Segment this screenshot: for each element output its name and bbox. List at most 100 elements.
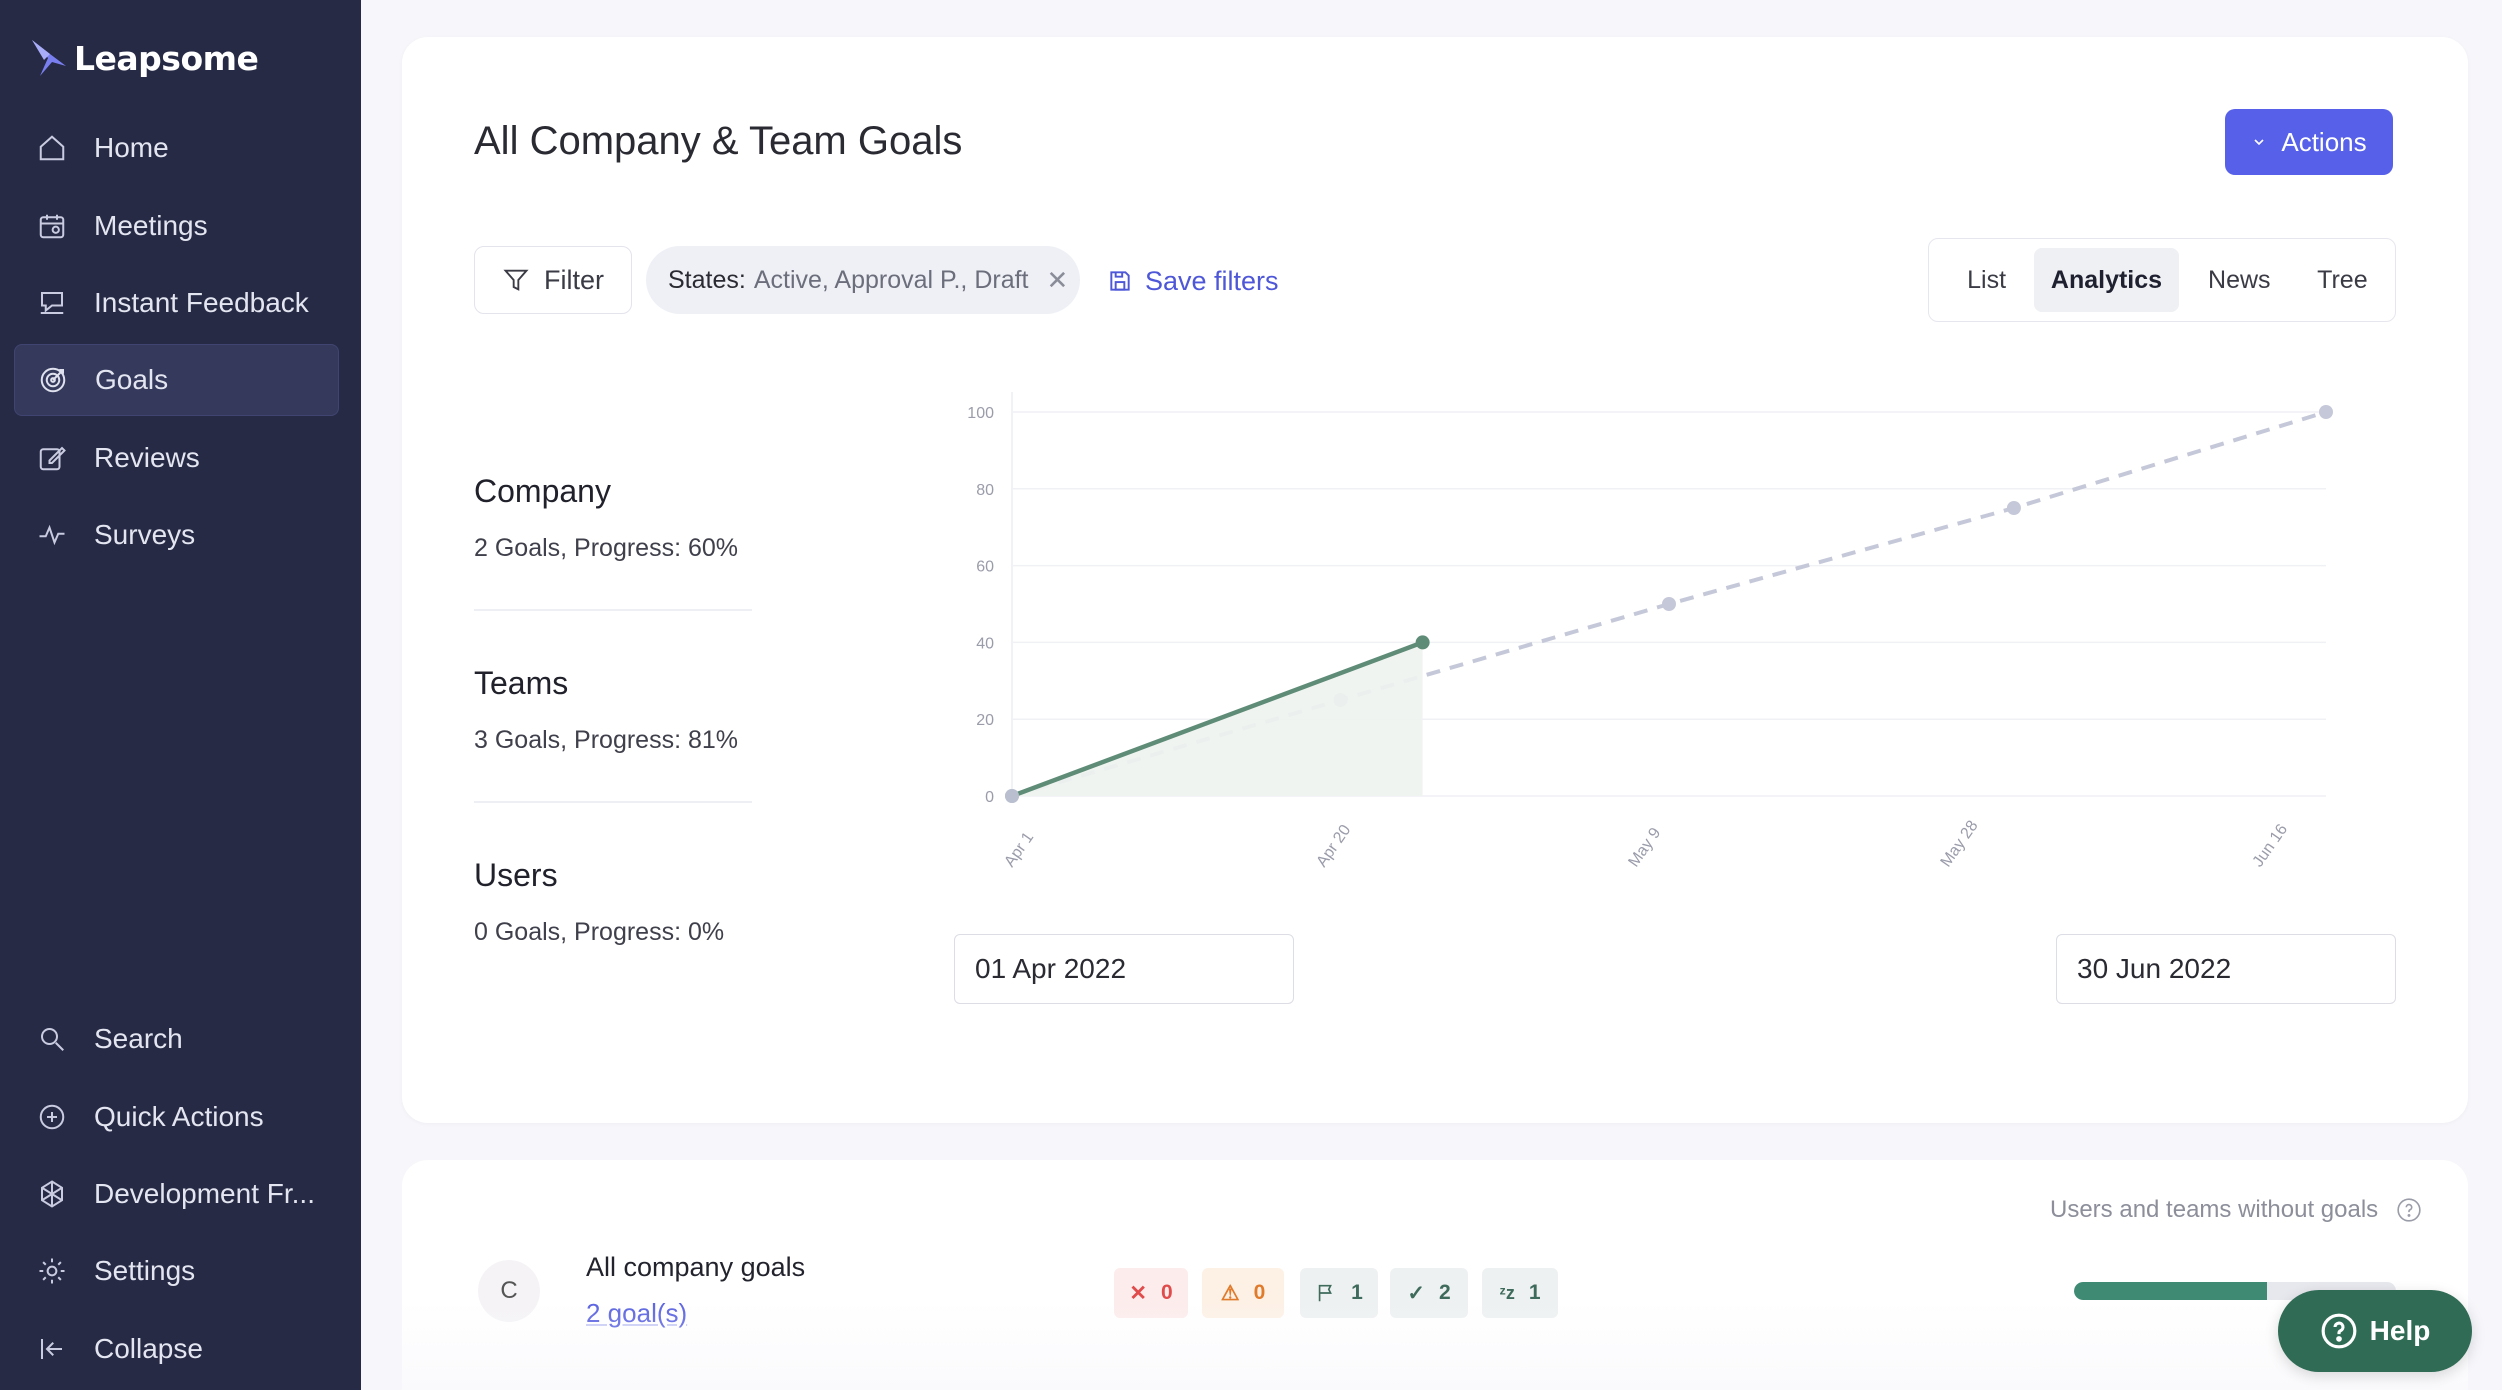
actions-button[interactable]: Actions (2225, 109, 2393, 175)
page-title: All Company & Team Goals (474, 119, 963, 163)
tab-list[interactable]: List (1967, 265, 2007, 294)
home-icon (34, 130, 70, 166)
stat-detail: 3 Goals, Progress: 81% (474, 726, 739, 754)
series-target-point (2006, 501, 2021, 515)
target-icon (35, 362, 71, 398)
sidebar-item-collapse[interactable]: Collapse (14, 1313, 339, 1385)
sidebar-item-label: Reviews (94, 442, 200, 473)
sidebar-item-home[interactable]: Home (14, 112, 339, 184)
pulse-icon (34, 517, 70, 553)
search-icon (34, 1021, 70, 1057)
series-target-point (1662, 597, 1676, 611)
badge-count: 0 (1160, 1281, 1173, 1304)
y-tick-label: 40 (976, 635, 994, 652)
tab-analytics[interactable]: Analytics (2034, 248, 2179, 312)
brand-logo[interactable]: Leapsome (30, 34, 259, 82)
states-filter-chip[interactable]: States: Active, Approval P., Draft ✕ (646, 246, 1080, 314)
sidebar-item-label: Goals (95, 364, 169, 395)
users-without-goals-link[interactable]: Users and teams without goals (2050, 1196, 2422, 1224)
sidebar-item-label: Search (94, 1023, 183, 1054)
help-label: Help (2369, 1315, 2431, 1346)
collapse-icon (34, 1331, 70, 1367)
plus-circle-icon (34, 1099, 70, 1135)
help-circle-icon (2397, 1198, 2421, 1222)
sidebar-item-meetings[interactable]: Meetings (14, 190, 339, 262)
badge-count: 1 (1528, 1281, 1541, 1304)
goals-analytics-card: All Company & Team Goals Actions Filter … (402, 37, 2468, 1123)
stat-company: Company 2 Goals, Progress: 60% (474, 473, 754, 563)
stat-title: Users (474, 857, 558, 893)
status-badge-on-track[interactable]: ✓ 2 (1390, 1268, 1468, 1318)
status-badge-at-risk[interactable]: ⚠ 0 (1202, 1268, 1284, 1318)
sidebar-item-label: Quick Actions (94, 1101, 264, 1132)
flag-icon (1318, 1284, 1333, 1302)
row-title[interactable]: All company goals (586, 1252, 806, 1282)
end-date-input[interactable]: 30 Jun 2022 (2056, 934, 2396, 1004)
series-target-point (2319, 405, 2333, 419)
y-tick-label: 100 (967, 405, 994, 422)
goals-progress-chart: 0 20 40 60 80 100 Apr 1 Apr 20 May 9 May 28 Jun 16 (967, 392, 2333, 871)
stat-title: Teams (474, 665, 569, 701)
sidebar-item-label: Surveys (94, 519, 196, 550)
feedback-icon (34, 285, 70, 321)
close-icon[interactable]: ✕ (1046, 264, 1069, 295)
actions-button-label: Actions (2281, 126, 2367, 157)
brand-name: Leapsome (74, 38, 259, 78)
save-filters-link[interactable]: Save filters (1107, 259, 1279, 303)
filter-button[interactable]: Filter (474, 246, 632, 314)
goal-count-link[interactable]: 2 goal(s) (586, 1298, 688, 1328)
sidebar-item-label: Collapse (94, 1333, 203, 1364)
view-switcher: List Analytics News Tree (1928, 238, 2396, 322)
stat-users: Users 0 Goals, Progress: 0% (474, 857, 754, 947)
stat-divider (474, 801, 752, 803)
sidebar-item-instant-feedback[interactable]: Instant Feedback (14, 267, 339, 339)
badge-count: 0 (1253, 1281, 1266, 1304)
tab-tree[interactable]: Tree (2317, 265, 2368, 294)
chip-label: States: (668, 265, 746, 294)
help-button[interactable]: Help (2278, 1290, 2472, 1372)
stat-detail: 2 Goals, Progress: 60% (474, 534, 739, 562)
sidebar-item-label: Home (94, 132, 169, 163)
series-actual-point (1005, 789, 1019, 803)
company-goals-card: Users and teams without goals C All comp… (402, 1160, 2468, 1390)
edit-icon (34, 440, 70, 476)
x-tick-label: Apr 1 (1001, 829, 1037, 870)
status-badge-flagged[interactable]: 1 (1300, 1268, 1378, 1318)
check-icon: ✓ (1407, 1281, 1425, 1305)
stat-title: Company (474, 473, 611, 509)
sidebar-item-quick-actions[interactable]: Quick Actions (14, 1081, 339, 1153)
stat-teams: Teams 3 Goals, Progress: 81% (474, 665, 754, 755)
leapsome-logo-icon (32, 40, 66, 76)
sidebar-item-settings[interactable]: Settings (14, 1235, 339, 1307)
y-tick-label: 20 (976, 712, 994, 729)
status-badge-paused[interactable]: ᶻz 1 (1482, 1268, 1558, 1318)
framework-icon (34, 1176, 70, 1212)
sidebar: Leapsome Home Meetings Instant Feedback … (0, 0, 361, 1390)
gear-icon (34, 1253, 70, 1289)
x-tick-label: Apr 20 (1313, 822, 1354, 870)
badge-count: 2 (1438, 1281, 1451, 1304)
sidebar-item-development-framework[interactable]: Development Fr... (14, 1158, 339, 1230)
status-badge-off-track[interactable]: ✕ 0 (1114, 1268, 1188, 1318)
chip-values: Active, Approval P., Draft (753, 265, 1029, 294)
help-circle-icon (2321, 1313, 2357, 1349)
avatar: C (478, 1260, 540, 1322)
sidebar-item-label: Development Fr... (94, 1178, 315, 1209)
y-tick-label: 80 (976, 482, 994, 499)
x-tick-label: May 9 (1626, 825, 1665, 871)
stat-divider (474, 609, 752, 611)
sleep-icon: ᶻz (1499, 1282, 1515, 1303)
x-tick-label: May 28 (1938, 817, 1982, 870)
sidebar-item-reviews[interactable]: Reviews (14, 422, 339, 494)
sidebar-item-surveys[interactable]: Surveys (14, 499, 339, 571)
sidebar-item-goals[interactable]: Goals (14, 344, 339, 416)
start-date-input[interactable]: 01 Apr 2022 (954, 934, 1294, 1004)
save-filters-label: Save filters (1145, 265, 1279, 296)
series-actual-point (1415, 635, 1430, 650)
x-icon: ✕ (1129, 1281, 1147, 1305)
stat-detail: 0 Goals, Progress: 0% (474, 918, 725, 946)
y-tick-label: 0 (985, 789, 994, 806)
tab-news[interactable]: News (2208, 265, 2271, 294)
badge-count: 1 (1351, 1281, 1363, 1304)
sidebar-item-search[interactable]: Search (14, 1003, 339, 1075)
